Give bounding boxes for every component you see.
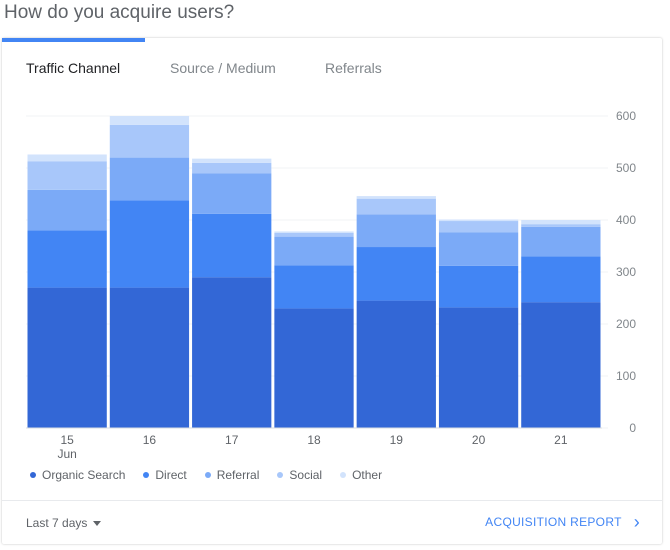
x-tick-label: 15	[60, 433, 74, 447]
bar-segment-social[interactable]	[192, 162, 272, 174]
legend-label: Organic Search	[42, 468, 126, 482]
date-range-label: Last 7 days	[26, 516, 88, 530]
date-range-dropdown[interactable]: Last 7 days	[26, 516, 102, 530]
bar-segment-direct[interactable]	[438, 265, 519, 308]
report-link-label: ACQUISITION REPORT	[485, 515, 622, 529]
legend-label: Other	[352, 468, 383, 482]
bar-segment-organic-search[interactable]	[274, 308, 354, 428]
bar-segment-other[interactable]	[438, 219, 519, 222]
x-tick-label: 21	[554, 433, 568, 447]
bar-segment-referral[interactable]	[438, 232, 519, 266]
x-tick-label: 17	[225, 433, 239, 447]
y-tick-label: 500	[616, 161, 636, 175]
acquisition-report-link[interactable]: ACQUISITION REPORT ›	[485, 512, 640, 532]
section-question: How do you acquire users?	[4, 2, 235, 23]
legend-item-direct[interactable]: Direct	[143, 468, 187, 482]
chart-legend: Organic Search Direct Referral Social Other	[30, 468, 382, 482]
bar-segment-direct[interactable]	[521, 256, 601, 303]
bar-segment-direct[interactable]	[192, 213, 272, 278]
legend-item-other[interactable]: Other	[340, 468, 382, 482]
y-tick-label: 600	[616, 109, 636, 123]
bar-segment-other[interactable]	[521, 220, 601, 225]
x-tick-label: 19	[390, 433, 404, 447]
x-tick-sublabel: Jun	[57, 447, 76, 461]
bar-segment-organic-search[interactable]	[109, 287, 190, 428]
bar-segment-organic-search[interactable]	[192, 277, 272, 428]
bar-segment-direct[interactable]	[274, 265, 354, 309]
bar-segment-social[interactable]	[438, 221, 519, 233]
bar-segment-organic-search[interactable]	[27, 287, 107, 428]
bar-segment-referral[interactable]	[27, 189, 107, 231]
bar-segment-other[interactable]	[274, 231, 354, 233]
bar-segment-other[interactable]	[27, 154, 107, 162]
bar-segment-social[interactable]	[274, 233, 354, 237]
active-tab-indicator	[2, 38, 145, 42]
y-tick-label: 0	[629, 421, 636, 435]
legend-label: Direct	[155, 468, 187, 482]
x-tick-label: 18	[307, 433, 321, 447]
bar-segment-direct[interactable]	[356, 247, 436, 301]
legend-dot-icon	[30, 472, 36, 478]
chevron-right-icon: ›	[633, 512, 640, 532]
bar-segment-referral[interactable]	[192, 173, 272, 214]
y-tick-label: 400	[616, 213, 636, 227]
card-footer: Last 7 days ACQUISITION REPORT ›	[2, 500, 662, 545]
legend-item-referral[interactable]: Referral	[204, 468, 260, 482]
legend-dot-icon	[204, 472, 211, 478]
bar-segment-organic-search[interactable]	[438, 307, 519, 428]
bar-segment-other[interactable]	[356, 196, 436, 199]
caret-down-icon	[93, 520, 102, 526]
bar-segment-other[interactable]	[109, 116, 190, 125]
y-tick-label: 100	[616, 369, 636, 383]
bar-segment-other[interactable]	[192, 158, 272, 163]
legend-label: Social	[289, 468, 323, 482]
bar-segment-direct[interactable]	[109, 200, 190, 288]
tab-source-medium[interactable]: Source / Medium	[170, 60, 276, 76]
bar-segment-referral[interactable]	[356, 214, 436, 248]
legend-item-social[interactable]: Social	[277, 468, 322, 482]
bar-segment-social[interactable]	[109, 124, 190, 158]
legend-dot-icon	[340, 472, 347, 478]
legend-dot-icon	[277, 472, 284, 478]
bar-segment-organic-search[interactable]	[521, 302, 601, 428]
legend-label: Referral	[216, 468, 260, 482]
acquisition-card: Traffic Channel Source / Medium Referral…	[2, 38, 662, 544]
users-chart: 0 100 200 300 400 500 600 15 Jun 16 17 18 19 20 21	[2, 108, 662, 478]
bar-segment-referral[interactable]	[109, 157, 190, 201]
tab-traffic-channel[interactable]: Traffic Channel	[26, 60, 121, 76]
legend-item-organic-search[interactable]: Organic Search	[30, 468, 125, 482]
bar-segment-social[interactable]	[356, 198, 436, 215]
bar-segment-organic-search[interactable]	[356, 300, 436, 428]
bar-segment-referral[interactable]	[521, 226, 601, 257]
tab-referrals[interactable]: Referrals	[325, 60, 382, 76]
x-tick-label: 16	[143, 433, 157, 447]
bar-segment-direct[interactable]	[27, 230, 107, 288]
bar-segment-social[interactable]	[521, 224, 601, 227]
x-tick-label: 20	[472, 433, 486, 447]
legend-dot-icon	[143, 472, 150, 478]
bar-segment-referral[interactable]	[274, 236, 354, 266]
bar-segment-social[interactable]	[27, 161, 107, 190]
y-tick-label: 200	[616, 317, 636, 331]
y-tick-label: 300	[616, 265, 636, 279]
